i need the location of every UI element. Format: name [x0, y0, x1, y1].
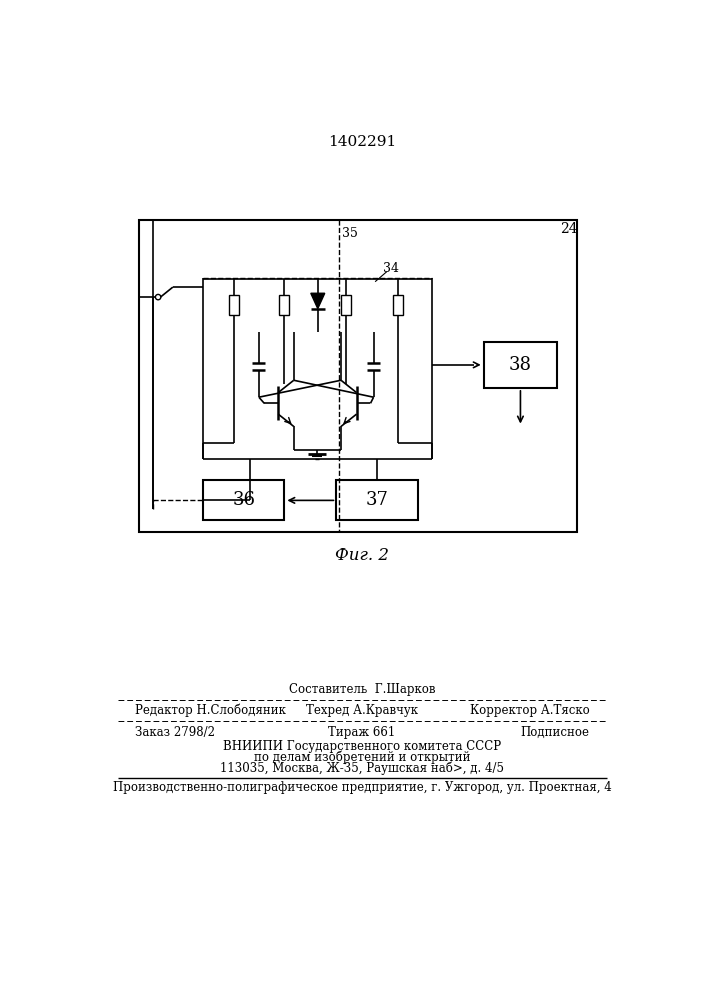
Text: Тираж 661: Тираж 661 — [328, 726, 396, 739]
Text: 38: 38 — [509, 356, 532, 374]
Text: Производственно-полиграфическое предприятие, г. Ужгород, ул. Проектная, 4: Производственно-полиграфическое предприя… — [112, 781, 612, 794]
Polygon shape — [311, 293, 325, 309]
Text: 1402291: 1402291 — [328, 135, 396, 149]
Text: Фиг. 2: Фиг. 2 — [335, 547, 389, 564]
Text: 24: 24 — [560, 222, 578, 236]
Text: 35: 35 — [341, 227, 358, 240]
Bar — [393, 295, 404, 315]
Text: Подписное: Подписное — [521, 726, 590, 739]
Text: Заказ 2798/2: Заказ 2798/2 — [135, 726, 215, 739]
Text: 113035, Москва, Ж-35, Раушская наб>, д. 4/5: 113035, Москва, Ж-35, Раушская наб>, д. … — [220, 762, 504, 775]
Bar — [229, 295, 239, 315]
Text: 37: 37 — [366, 491, 389, 509]
Bar — [341, 295, 351, 315]
Text: Редактор Н.Слободяник: Редактор Н.Слободяник — [135, 704, 286, 717]
Bar — [139, 220, 577, 532]
Text: 34: 34 — [382, 262, 399, 275]
Text: 36: 36 — [233, 491, 255, 509]
Text: ВНИИПИ Государственного комитета СССР: ВНИИПИ Государственного комитета СССР — [223, 740, 501, 753]
Bar — [203, 480, 284, 520]
Bar — [279, 295, 289, 315]
Text: Составитель  Г.Шарков: Составитель Г.Шарков — [288, 683, 436, 696]
Text: Корректор А.Тяско: Корректор А.Тяско — [470, 704, 590, 717]
Text: Техред А.Кравчук: Техред А.Кравчук — [306, 704, 418, 717]
Bar — [337, 480, 418, 520]
Bar — [484, 342, 557, 388]
Text: по делам изобретений и открытий: по делам изобретений и открытий — [254, 751, 470, 764]
